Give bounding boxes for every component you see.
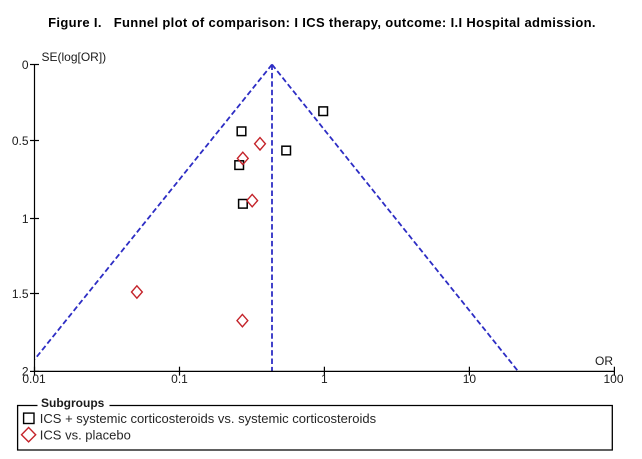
svg-text:100: 100 — [603, 372, 623, 386]
svg-text:ICS vs. placebo: ICS vs. placebo — [40, 427, 131, 442]
svg-text:1: 1 — [22, 212, 29, 226]
svg-text:10: 10 — [463, 372, 477, 386]
svg-text:OR: OR — [595, 354, 613, 368]
svg-text:ICS + systemic corticosteroids: ICS + systemic corticosteroids vs. syste… — [40, 411, 377, 426]
svg-text:Figure I. Funnel plot of com: Figure I. Funnel plot of comparison: I I… — [48, 15, 596, 30]
svg-text:2: 2 — [22, 365, 29, 379]
svg-text:Subgroups: Subgroups — [41, 396, 105, 410]
svg-text:1.5: 1.5 — [12, 287, 29, 301]
svg-text:1: 1 — [321, 372, 328, 386]
svg-text:0.01: 0.01 — [22, 372, 46, 386]
svg-text:0.5: 0.5 — [12, 134, 29, 148]
svg-text:0.1: 0.1 — [171, 372, 188, 386]
svg-text:0: 0 — [22, 58, 29, 72]
svg-text:SE(log[OR]): SE(log[OR]) — [42, 50, 107, 64]
